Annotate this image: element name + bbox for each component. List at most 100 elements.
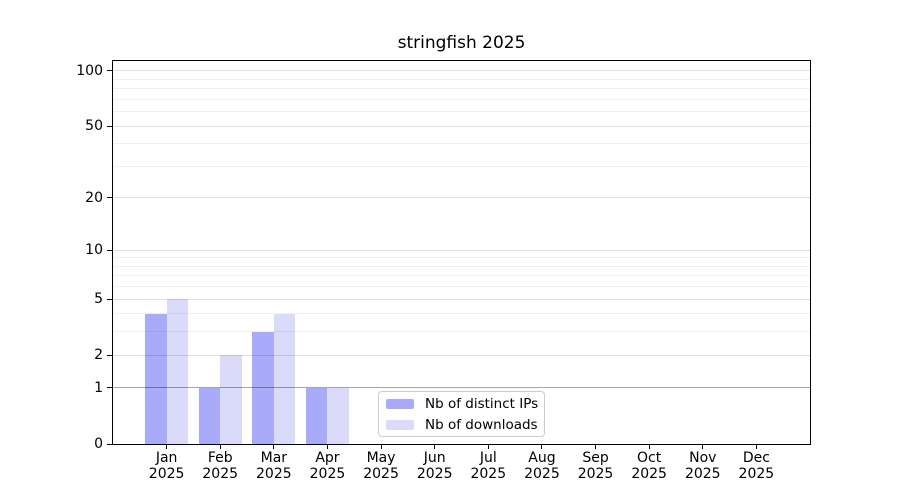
minor-gridline xyxy=(113,165,810,167)
legend-item-downloads: Nb of downloads xyxy=(386,416,544,434)
y-tick-label: 100 xyxy=(76,62,103,79)
x-tick xyxy=(755,445,757,449)
legend-swatch-downloads xyxy=(386,419,414,430)
x-tick-year: 2025 xyxy=(470,465,507,482)
bar-downloads xyxy=(273,313,296,444)
x-tick-label: Jul 2025 xyxy=(453,450,523,482)
x-tick-year: 2025 xyxy=(631,465,667,482)
x-tick-label: Feb 2025 xyxy=(185,450,255,482)
minor-gridline xyxy=(113,257,810,259)
minor-gridline xyxy=(113,78,810,80)
x-tick-label: Apr 2025 xyxy=(292,450,362,482)
x-tick-year: 2025 xyxy=(577,465,614,482)
y-tick xyxy=(107,197,112,199)
minor-gridline xyxy=(113,98,810,100)
major-gridline xyxy=(113,70,810,72)
x-tick-month: Oct xyxy=(637,450,662,466)
bar-downloads xyxy=(166,299,189,444)
bar-downloads xyxy=(327,387,349,444)
x-tick xyxy=(541,445,543,449)
legend-item-distinct-ips: Nb of distinct IPs xyxy=(386,395,544,413)
major-gridline xyxy=(113,197,810,199)
major-gridline xyxy=(113,249,810,251)
minor-gridline xyxy=(113,265,810,267)
x-tick-month: Mar xyxy=(260,450,288,466)
bar-distinct-ips xyxy=(145,313,167,444)
x-tick xyxy=(434,445,436,449)
x-tick-year: 2025 xyxy=(256,465,292,482)
legend-label-downloads: Nb of downloads xyxy=(425,416,538,433)
minor-gridline xyxy=(113,111,810,113)
x-tick-label: Mar 2025 xyxy=(239,450,309,482)
x-tick-year: 2025 xyxy=(309,465,346,482)
y-tick xyxy=(107,298,112,300)
y-tick-label: 50 xyxy=(85,118,103,135)
x-tick-month: Nov xyxy=(689,450,717,466)
x-tick xyxy=(487,445,489,449)
x-tick-label: Dec 2025 xyxy=(721,450,791,482)
x-tick-label: Jan 2025 xyxy=(132,450,202,482)
plot-frame xyxy=(112,60,811,445)
x-tick xyxy=(595,445,597,449)
legend: Nb of distinct IPs Nb of downloads xyxy=(378,391,545,437)
y-tick xyxy=(107,249,112,251)
x-tick-year: 2025 xyxy=(148,465,185,482)
x-tick-month: Jan xyxy=(155,450,178,466)
x-tick xyxy=(273,445,275,449)
y-tick-label: 20 xyxy=(85,189,103,206)
minor-gridline xyxy=(113,286,810,288)
x-tick-label: Nov 2025 xyxy=(668,450,738,482)
y-tick-label: 10 xyxy=(85,242,103,259)
x-tick-year: 2025 xyxy=(684,465,721,482)
minor-gridline xyxy=(113,331,810,333)
x-tick xyxy=(702,445,704,449)
bar-distinct-ips xyxy=(198,387,221,444)
y-tick xyxy=(107,125,112,127)
x-tick-year: 2025 xyxy=(202,465,239,482)
y-tick xyxy=(107,387,112,389)
minor-gridline xyxy=(113,313,810,315)
x-tick-month: Sep xyxy=(582,450,609,466)
x-tick xyxy=(326,445,328,449)
y-tick xyxy=(107,354,112,356)
x-tick xyxy=(166,445,168,449)
x-tick-label: Sep 2025 xyxy=(561,450,631,482)
y-tick-label: 5 xyxy=(94,291,103,308)
bar-downloads xyxy=(220,355,242,444)
legend-swatch-distinct-ips xyxy=(386,398,414,409)
x-tick-year: 2025 xyxy=(524,465,560,482)
x-tick-year: 2025 xyxy=(363,465,399,482)
y-tick xyxy=(107,443,112,445)
x-tick-year: 2025 xyxy=(416,465,453,482)
major-gridline xyxy=(113,387,810,389)
chart-title: stringfish 2025 xyxy=(397,33,526,53)
x-tick xyxy=(380,445,382,449)
minor-gridline xyxy=(113,275,810,277)
y-tick-label: 1 xyxy=(94,379,103,396)
major-gridline xyxy=(113,298,810,300)
x-tick xyxy=(648,445,650,449)
plot-area xyxy=(113,61,810,444)
x-tick-month: Aug xyxy=(528,450,556,466)
x-tick-label: Oct 2025 xyxy=(614,450,684,482)
x-tick-label: Jun 2025 xyxy=(400,450,470,482)
bar-distinct-ips xyxy=(252,331,274,444)
legend-label-distinct-ips: Nb of distinct IPs xyxy=(425,395,539,412)
major-gridline xyxy=(113,354,810,356)
y-tick-label: 2 xyxy=(94,347,103,364)
x-tick-month: Feb xyxy=(207,450,233,466)
major-gridline xyxy=(113,125,810,127)
bar-distinct-ips xyxy=(306,387,328,444)
x-tick-month: Dec xyxy=(742,450,770,466)
x-tick-year: 2025 xyxy=(738,465,775,482)
x-tick-month: Jul xyxy=(479,450,497,466)
y-tick-label: 0 xyxy=(94,436,103,452)
x-tick-month: Apr xyxy=(315,450,340,466)
minor-gridline xyxy=(113,88,810,90)
x-tick xyxy=(219,445,221,449)
y-tick xyxy=(107,70,112,72)
x-tick-month: May xyxy=(366,450,396,466)
x-tick-month: Jun xyxy=(423,450,446,466)
minor-gridline xyxy=(113,143,810,145)
